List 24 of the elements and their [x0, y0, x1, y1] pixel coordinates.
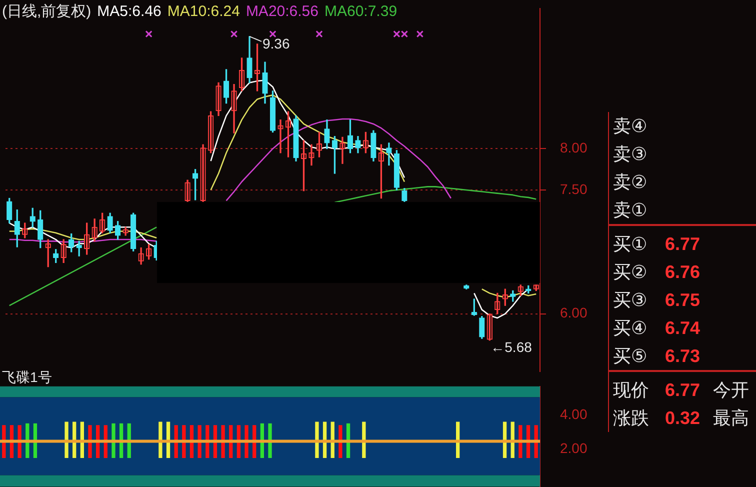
chart-title: (日线,前复权)	[2, 3, 92, 20]
chart-title: 飞碟1号	[2, 369, 52, 387]
text: 买② 6.76	[613, 260, 702, 284]
y-tick-label: 8.00	[560, 140, 588, 156]
text: MA5:6.46	[97, 3, 162, 20]
y-tick-label: 6.00	[560, 304, 588, 321]
text: MA60:7.39	[324, 3, 398, 20]
text: 卖④	[613, 115, 648, 138]
text: MA10:6.24	[167, 3, 240, 20]
text: 买⑤ 6.73	[613, 344, 702, 368]
text: 买① 6.77	[613, 232, 702, 256]
text: 卖②	[613, 171, 648, 194]
text: 卖①	[613, 199, 648, 222]
annotation: 9.36	[262, 35, 290, 52]
text: 卖③	[613, 143, 648, 166]
text: MA20:6.56	[246, 3, 318, 20]
text: 买④ 6.74	[613, 316, 702, 340]
y-tick-label: 4.00	[560, 406, 588, 422]
y-tick-label: 2.00	[560, 440, 588, 456]
text: 涨跌 0.32 最高	[613, 406, 749, 430]
text: 现价 6.77 今开	[613, 378, 749, 402]
text: 买③ 6.75	[613, 288, 702, 312]
y-tick-label: 7.50	[560, 180, 588, 197]
annotation: ←5.68	[490, 339, 532, 356]
